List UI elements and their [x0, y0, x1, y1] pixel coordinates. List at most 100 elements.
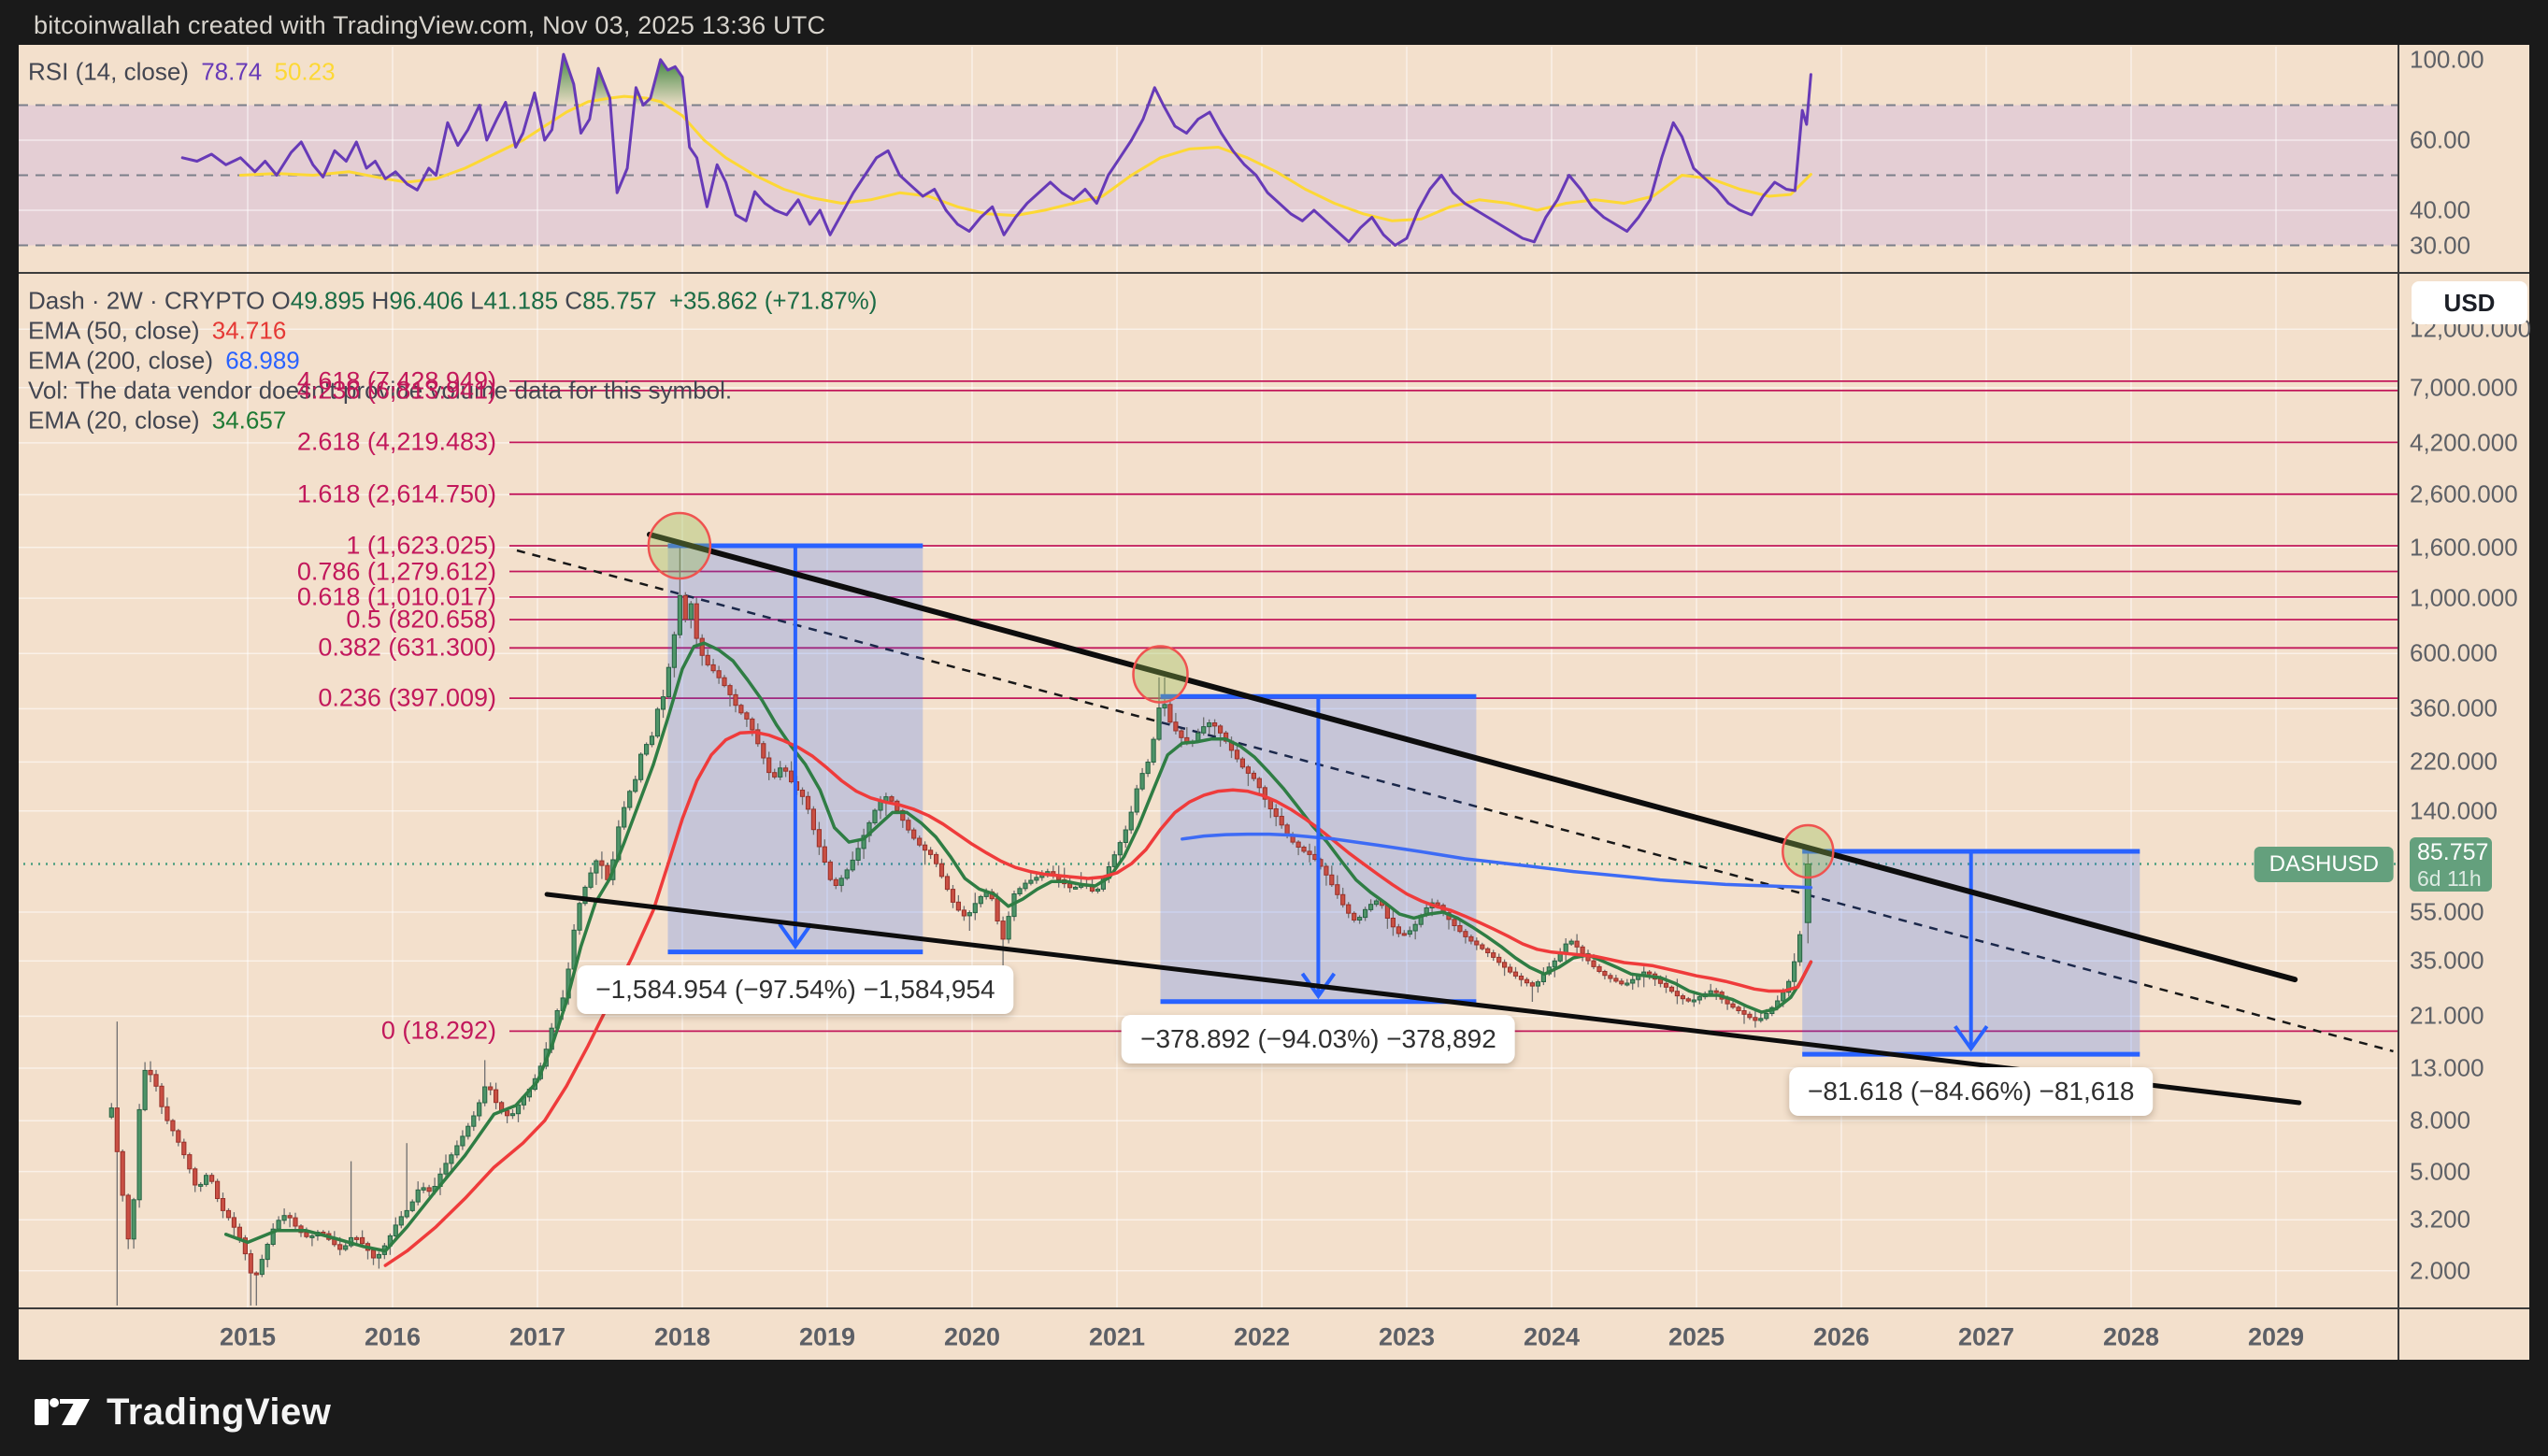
rsi-axis-label: 40.00 — [2410, 195, 2471, 224]
ema-line — [383, 730, 1813, 1267]
ohlc-value: 96.406 — [389, 286, 464, 315]
symbol-legend-row: Dash · 2W · CRYPTO O49.895 H96.406 L41.1… — [28, 287, 877, 316]
price-axis-label: 3.200 — [2410, 1205, 2471, 1234]
top-marker-circle[interactable] — [647, 511, 712, 580]
price-axis-label: 8.000 — [2410, 1106, 2471, 1135]
main-pane — [19, 328, 2398, 1306]
fib-level-label: 0.382 (631.300) — [318, 633, 496, 662]
price-axis-label: 55.000 — [2410, 897, 2484, 926]
time-axis-label: 2017 — [508, 1322, 566, 1351]
ema200-label: EMA (200, close) — [28, 346, 213, 375]
measure-tool[interactable] — [1802, 849, 2140, 1057]
ohlc-key: H — [365, 286, 390, 315]
fib-level-label: 0.236 (397.009) — [318, 683, 496, 712]
tradingview-logo-icon — [35, 1398, 90, 1425]
time-axis-border — [19, 1307, 2529, 1309]
price-axis-label: 21.000 — [2410, 1001, 2484, 1030]
price-axis-label: 7,000.000 — [2410, 373, 2518, 402]
price-axis-label: 360.000 — [2410, 693, 2498, 722]
fib-level-label: 0.786 (1,279.612) — [296, 557, 496, 586]
rsi-axis-label: 60.00 — [2410, 125, 2471, 154]
ohlc-key: C — [558, 286, 583, 315]
footer-logo[interactable]: TradingView — [34, 1391, 331, 1434]
symbol-title: Dash · 2W · CRYPTO — [28, 286, 265, 315]
time-axis-label: 2019 — [798, 1322, 856, 1351]
attribution-header: bitcoinwallah created with TradingView.c… — [34, 11, 826, 39]
bar-countdown: 6d 11h — [2417, 866, 2482, 891]
price-axis-label: 35.000 — [2410, 946, 2484, 975]
fib-level-label: 0 (18.292) — [380, 1016, 496, 1045]
time-axis-label: 2022 — [1233, 1322, 1291, 1351]
tradingview-logo-text: TradingView — [107, 1391, 332, 1433]
dashed-trendline[interactable] — [516, 549, 2394, 1053]
time-axis-label: 2020 — [943, 1322, 1001, 1351]
chart-canvas[interactable] — [19, 45, 2398, 1364]
price-axis-label: 220.000 — [2410, 747, 2498, 776]
ema50-legend-row: EMA (50, close) 34.716 — [28, 317, 286, 346]
time-axis-label: 2028 — [2102, 1322, 2160, 1351]
price-axis-label: 5.000 — [2410, 1157, 2471, 1186]
ohlc-value: 41.185 — [483, 286, 559, 315]
measure-tool[interactable] — [1160, 693, 1477, 1005]
ohlc-key: O — [271, 286, 291, 315]
top-marker-circle[interactable] — [1782, 823, 1835, 879]
ohlc-values: O49.895 H96.406 L41.185 C85.757 — [272, 287, 657, 315]
volume-status-text: Vol: The data vendor doesn't provide vol… — [28, 376, 733, 405]
price-axis-label: 2,600.000 — [2410, 479, 2518, 508]
fib-level-label: 0.618 (1,010.017) — [296, 582, 496, 611]
change-value: +35.862 (+71.87%) — [668, 286, 878, 315]
last-price-value: 85.757 — [2417, 839, 2489, 865]
ema50-value: 34.716 — [211, 316, 287, 345]
time-axis-label: 2016 — [364, 1322, 422, 1351]
currency-toggle-button[interactable]: USD — [2412, 281, 2527, 324]
measure-result-label[interactable]: −81.618 (−84.66%) −81,618 — [1788, 1067, 2154, 1117]
rsi-legend: RSI (14, close) 78.74 50.23 — [28, 58, 336, 87]
last-price-label: 85.757 6d 11h — [2410, 837, 2492, 892]
fib-level-label: 0.5 (820.658) — [346, 605, 496, 634]
time-axis-label: 2025 — [1668, 1322, 1725, 1351]
measure-result-label[interactable]: −1,584.954 (−97.54%) −1,584,954 — [577, 964, 1014, 1014]
fib-level-label: 1.618 (2,614.750) — [296, 479, 496, 508]
price-axis-label: 140.000 — [2410, 796, 2498, 825]
price-axis-label: 2.000 — [2410, 1256, 2471, 1285]
time-axis-label: 2029 — [2247, 1322, 2305, 1351]
price-axis-label: 4,200.000 — [2410, 428, 2518, 457]
time-axis-label: 2024 — [1523, 1322, 1581, 1351]
measure-result-label[interactable]: −378.892 (−94.03%) −378,892 — [1122, 1014, 1515, 1063]
rsi-legend-title: RSI (14, close) — [28, 57, 189, 86]
ema200-value: 68.989 — [225, 346, 300, 375]
time-axis-label: 2018 — [653, 1322, 711, 1351]
ema50-label: EMA (50, close) — [28, 316, 200, 345]
rsi-ma-value: 50.23 — [274, 57, 336, 86]
price-axis-border — [2398, 45, 2399, 1360]
ema-line — [1181, 832, 1813, 890]
fib-level-label: 4.236 (6,813.941) — [296, 376, 496, 405]
ema20-legend-row: EMA (20, close) 34.657 — [28, 407, 286, 435]
symbol-price-flag: DASHUSD — [2254, 847, 2394, 882]
price-axis-label: 600.000 — [2410, 638, 2498, 667]
chart-area[interactable] — [19, 45, 2529, 1360]
top-marker-circle[interactable] — [1132, 645, 1189, 704]
rsi-pane — [19, 47, 2398, 1308]
price-axis-label: 1,600.000 — [2410, 533, 2518, 562]
price-axis-label: 1,000.000 — [2410, 583, 2518, 612]
time-axis-label: 2021 — [1088, 1322, 1146, 1351]
ema200-legend-row: EMA (200, close) 68.989 — [28, 347, 300, 376]
fib-level-label: 4.618 (7,428.949) — [296, 366, 496, 395]
time-axis-label: 2027 — [1957, 1322, 2015, 1351]
ema20-label: EMA (20, close) — [28, 406, 200, 435]
ohlc-value: 49.895 — [290, 286, 365, 315]
time-axis-label: 2026 — [1812, 1322, 1870, 1351]
volume-legend-row: Vol: The data vendor doesn't provide vol… — [28, 377, 732, 406]
time-axis-label: 2015 — [219, 1322, 277, 1351]
pane-separator[interactable] — [19, 272, 2529, 274]
trendline[interactable] — [647, 532, 2298, 983]
fib-level-label: 1 (1,623.025) — [346, 531, 496, 560]
ohlc-value: 85.757 — [582, 286, 657, 315]
rsi-axis-label: 30.00 — [2410, 231, 2471, 259]
ema-line — [223, 641, 1813, 1253]
time-axis-label: 2023 — [1378, 1322, 1436, 1351]
ohlc-key: L — [463, 286, 484, 315]
fib-level-label: 2.618 (4,219.483) — [296, 427, 496, 456]
